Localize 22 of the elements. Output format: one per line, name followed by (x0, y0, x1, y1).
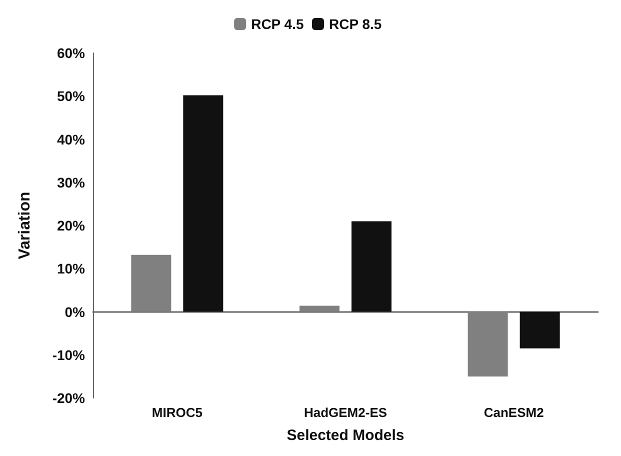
legend-label: RCP 8.5 (329, 16, 382, 32)
bar (468, 312, 508, 376)
y-tick-label: 50% (56, 88, 86, 104)
y-tick-label: 20% (56, 218, 86, 234)
x-tick-label: CanESM2 (484, 405, 544, 420)
x-axis-title: Selected Models (286, 427, 404, 444)
bar (131, 254, 172, 312)
y-axis-title: Variation (16, 192, 34, 260)
bar (352, 221, 392, 312)
y-tick-label: 60% (56, 45, 86, 61)
y-tick-label: 0% (64, 304, 86, 320)
y-tick-label: 30% (56, 174, 86, 190)
x-tick-label: MIROC5 (152, 405, 202, 420)
legend-label: RCP 4.5 (251, 16, 304, 32)
bar (520, 312, 560, 348)
x-tick-label: HadGEM2-ES (304, 405, 388, 420)
y-tick-label: -20% (52, 390, 86, 406)
y-tick-label: 40% (56, 131, 86, 148)
bar (300, 306, 340, 312)
bar (183, 95, 224, 312)
y-tick-label: 10% (56, 260, 86, 277)
y-tick-label: -10% (52, 346, 86, 363)
